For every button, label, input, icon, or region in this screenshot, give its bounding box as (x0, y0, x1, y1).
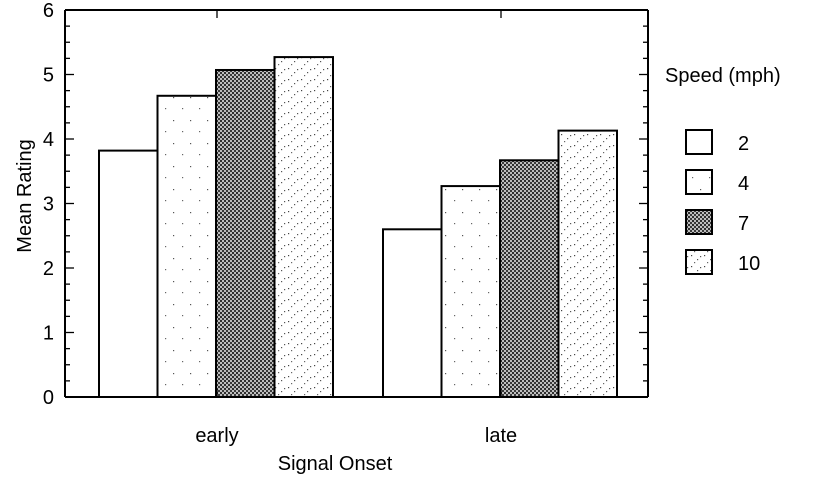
bar-late-speed-2 (382, 228, 443, 398)
legend: 2 4 7 10 (685, 129, 760, 275)
legend-label-speed-10: 10 (738, 253, 760, 275)
bars-group (98, 56, 618, 399)
y-axis-title: Mean Rating (14, 139, 36, 252)
x-tick-label-late: late (485, 425, 517, 447)
bar-late-speed-4 (440, 185, 501, 398)
legend-swatch-speed-4 (685, 169, 713, 195)
bar-early-speed-7 (215, 68, 276, 399)
bar-early-speed-10 (273, 56, 334, 399)
y-tick-label-3: 3 (43, 194, 54, 216)
bar-late-speed-7 (499, 159, 560, 398)
legend-swatch-speed-2 (685, 129, 713, 155)
legend-swatch-speed-10 (685, 249, 713, 275)
y-tick-label-1: 1 (43, 323, 54, 345)
y-axis-ticks: 0 1 2 3 4 5 6 (43, 0, 648, 409)
x-tick-label-early: early (195, 425, 238, 447)
x-axis-title: Signal Onset (278, 453, 393, 475)
bar-early-speed-2 (98, 149, 159, 398)
x-axis-ticks: early late (195, 10, 517, 447)
y-tick-label-6: 6 (43, 0, 54, 22)
bar-early-speed-4 (156, 94, 217, 398)
legend-label-speed-4: 4 (738, 173, 749, 195)
y-tick-label-2: 2 (43, 258, 54, 280)
y-tick-label-5: 5 (43, 65, 54, 87)
legend-swatch-speed-7 (685, 209, 713, 235)
bar-late-speed-10 (557, 129, 618, 399)
y-tick-label-4: 4 (43, 129, 54, 151)
legend-title: Speed (mph) (665, 65, 781, 87)
legend-label-speed-7: 7 (738, 213, 749, 235)
legend-label-speed-2: 2 (738, 133, 749, 155)
y-tick-label-0: 0 (43, 387, 54, 409)
